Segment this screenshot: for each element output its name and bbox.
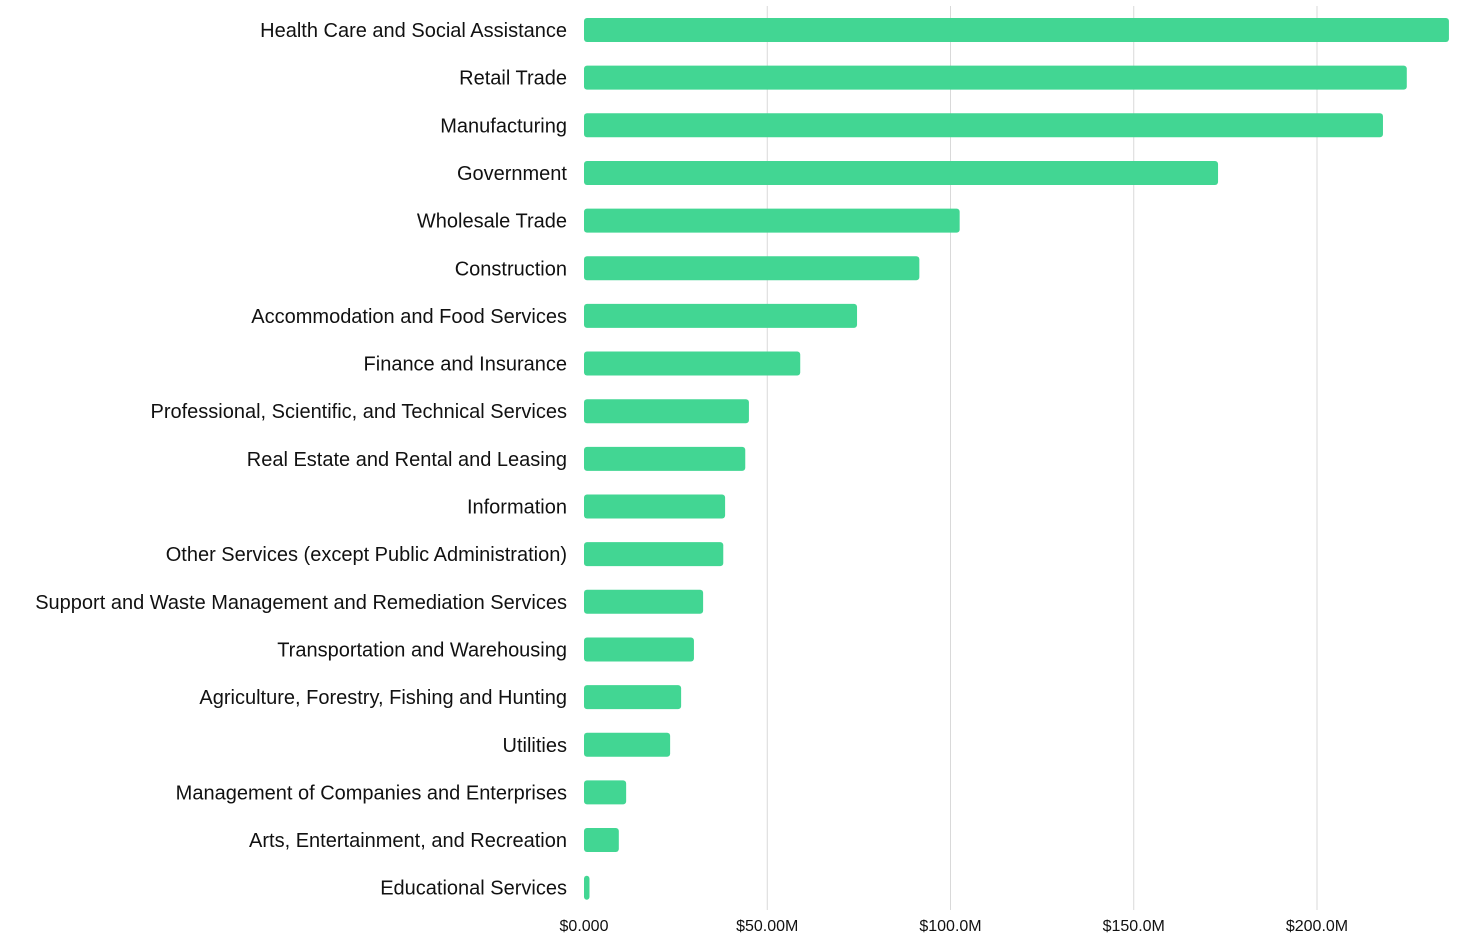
bar <box>584 65 1407 90</box>
x-tick-label: $100.0M <box>919 918 981 935</box>
bar <box>584 113 1383 138</box>
x-tick-label: $0.000 <box>560 918 609 935</box>
category-label: Government <box>457 163 567 185</box>
category-label: Agriculture, Forestry, Fishing and Hunti… <box>199 687 567 709</box>
bar <box>584 637 694 662</box>
bar <box>584 589 704 614</box>
bar <box>584 828 619 853</box>
bar <box>584 18 1449 42</box>
bar <box>584 780 627 805</box>
category-label: Accommodation and Food Services <box>251 306 567 328</box>
bar <box>584 303 858 328</box>
bar <box>584 208 960 233</box>
category-label: Educational Services <box>380 878 567 900</box>
bar <box>584 399 749 424</box>
category-label: Finance and Insurance <box>364 354 567 376</box>
category-label: Utilities <box>503 735 567 757</box>
x-tick-label: $200.0M <box>1286 918 1348 935</box>
bar <box>584 685 682 710</box>
category-label: Information <box>467 497 567 519</box>
gridlines <box>766 6 1318 910</box>
category-label: Transportation and Warehousing <box>277 639 567 661</box>
x-tick-label: $150.0M <box>1103 918 1165 935</box>
category-label: Construction <box>455 258 567 280</box>
bar <box>584 732 671 757</box>
category-label: Wholesale Trade <box>417 211 567 233</box>
bar <box>584 256 920 281</box>
bars <box>584 18 1449 900</box>
category-label: Other Services (except Public Administra… <box>166 544 567 566</box>
category-label: Real Estate and Rental and Leasing <box>247 449 567 471</box>
category-label: Health Care and Social Assistance <box>260 20 567 42</box>
category-label: Professional, Scientific, and Technical … <box>150 401 567 423</box>
x-axis-tick-labels: $0.000 $50.00M $100.0M $150.0M $200.0M <box>560 918 1349 935</box>
category-labels: Health Care and Social Assistance Retail … <box>35 20 567 900</box>
bar <box>584 160 1219 185</box>
bar <box>584 494 726 519</box>
category-label: Retail Trade <box>459 68 567 90</box>
x-tick-label: $50.00M <box>736 918 798 935</box>
category-label: Manufacturing <box>440 115 567 137</box>
category-label: Support and Waste Management and Remedia… <box>35 592 567 614</box>
bar <box>584 542 724 567</box>
category-label: Management of Companies and Enterprises <box>176 782 567 804</box>
bar <box>584 351 801 376</box>
bar <box>584 446 746 471</box>
bar <box>584 875 590 900</box>
category-label: Arts, Entertainment, and Recreation <box>249 830 567 852</box>
